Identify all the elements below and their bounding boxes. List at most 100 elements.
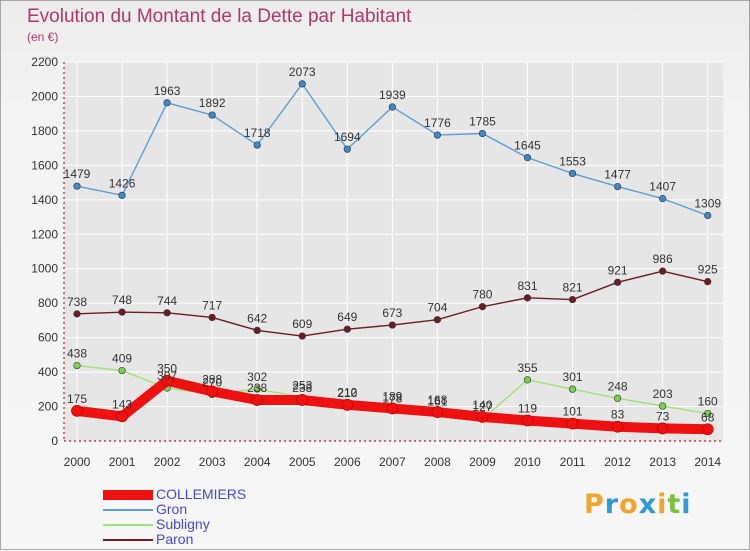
data-point	[118, 366, 126, 375]
data-label: 119	[518, 401, 537, 415]
data-point	[704, 211, 712, 220]
data-point	[118, 191, 126, 199]
data-point	[704, 409, 712, 418]
x-tick-label: 2014	[694, 455, 721, 469]
data-label: 189	[382, 389, 402, 403]
y-tick-label: 2000	[31, 89, 58, 103]
x-tick-label: 2005	[289, 455, 316, 469]
data-point	[73, 361, 81, 370]
data-label: 831	[517, 279, 537, 293]
data-label: 301	[563, 370, 583, 384]
data-point	[208, 313, 216, 322]
data-label: 175	[67, 392, 87, 406]
data-label: 355	[517, 361, 537, 375]
data-point	[73, 310, 81, 318]
data-label: 1939	[379, 88, 406, 102]
data-point	[341, 398, 354, 411]
y-tick-label: 1600	[31, 158, 58, 172]
x-tick-label: 2012	[604, 455, 631, 469]
y-tick-label: 1400	[31, 193, 58, 207]
data-label: 160	[698, 394, 718, 408]
x-tick-label: 2008	[424, 455, 451, 469]
data-point	[251, 394, 264, 406]
x-tick-label: 2002	[154, 455, 181, 469]
data-point	[478, 303, 487, 311]
data-point	[659, 402, 667, 410]
y-tick-label: 2200	[31, 55, 58, 69]
data-point	[206, 385, 219, 398]
data-label: 717	[202, 298, 222, 312]
data-label: 673	[382, 306, 402, 320]
data-point	[568, 295, 577, 304]
data-point	[161, 374, 174, 387]
x-tick-label: 2007	[379, 455, 406, 469]
data-point	[433, 316, 442, 324]
data-label: 1645	[514, 139, 541, 153]
x-tick-label: 2001	[109, 455, 136, 469]
data-point	[296, 394, 309, 406]
data-label: 1407	[649, 180, 676, 194]
x-tick-label: 2011	[560, 455, 586, 469]
data-label: 307	[157, 369, 177, 383]
data-point	[298, 80, 306, 88]
data-point	[433, 131, 442, 139]
data-point	[613, 182, 622, 191]
legend-label: Subligny	[156, 516, 210, 532]
data-label: 140	[472, 398, 492, 412]
data-label: 1963	[154, 84, 181, 98]
data-point	[701, 423, 714, 436]
proxiti-logo: Proxiti	[584, 489, 692, 520]
data-point	[71, 404, 83, 417]
data-point	[388, 103, 396, 111]
chart-subtitle: (en €)	[27, 30, 59, 44]
data-label: 609	[292, 317, 312, 331]
legend-label: COLLEMIERS	[156, 486, 247, 502]
data-point	[523, 376, 532, 384]
data-point	[388, 321, 396, 329]
data-label: 1694	[334, 130, 361, 144]
data-point	[656, 422, 669, 435]
data-point	[566, 417, 579, 430]
data-point	[253, 141, 261, 149]
data-label: 203	[653, 387, 673, 401]
data-point	[476, 410, 489, 423]
data-label: 986	[653, 252, 673, 266]
legend-label: Gron	[156, 501, 188, 517]
data-label: 1309	[694, 196, 721, 210]
y-tick-label: 400	[38, 365, 58, 379]
data-label: 101	[563, 405, 583, 419]
data-point	[386, 402, 399, 415]
data-point	[163, 309, 171, 317]
data-point	[523, 154, 532, 162]
y-tick-label: 600	[38, 331, 58, 345]
data-label: 302	[247, 370, 267, 384]
data-label: 1785	[469, 114, 496, 128]
data-label: 780	[472, 288, 492, 302]
data-label: 210	[337, 386, 357, 400]
data-point	[613, 278, 622, 286]
data-point	[298, 332, 306, 340]
x-tick-label: 2009	[469, 455, 496, 469]
data-point	[116, 410, 128, 423]
data-label: 253	[292, 378, 312, 392]
y-tick-label: 1000	[31, 262, 58, 276]
data-label: 642	[247, 311, 267, 325]
data-label: 73	[656, 409, 670, 423]
y-tick-label: 0	[51, 434, 58, 448]
data-label: 288	[202, 372, 222, 386]
data-label: 248	[608, 379, 628, 393]
data-label: 921	[608, 263, 628, 277]
data-point	[521, 414, 534, 427]
chart-title: Evolution du Montant de la Dette par Hab…	[27, 6, 412, 27]
data-label: 744	[157, 294, 177, 308]
data-point	[568, 169, 577, 178]
data-point	[253, 326, 261, 335]
data-label: 168	[427, 393, 447, 407]
data-point	[343, 325, 351, 333]
legend-label: Paron	[156, 531, 194, 547]
data-label: 748	[112, 293, 132, 307]
data-label: 1718	[244, 126, 271, 140]
data-label: 238	[247, 381, 267, 395]
data-point	[73, 182, 81, 190]
